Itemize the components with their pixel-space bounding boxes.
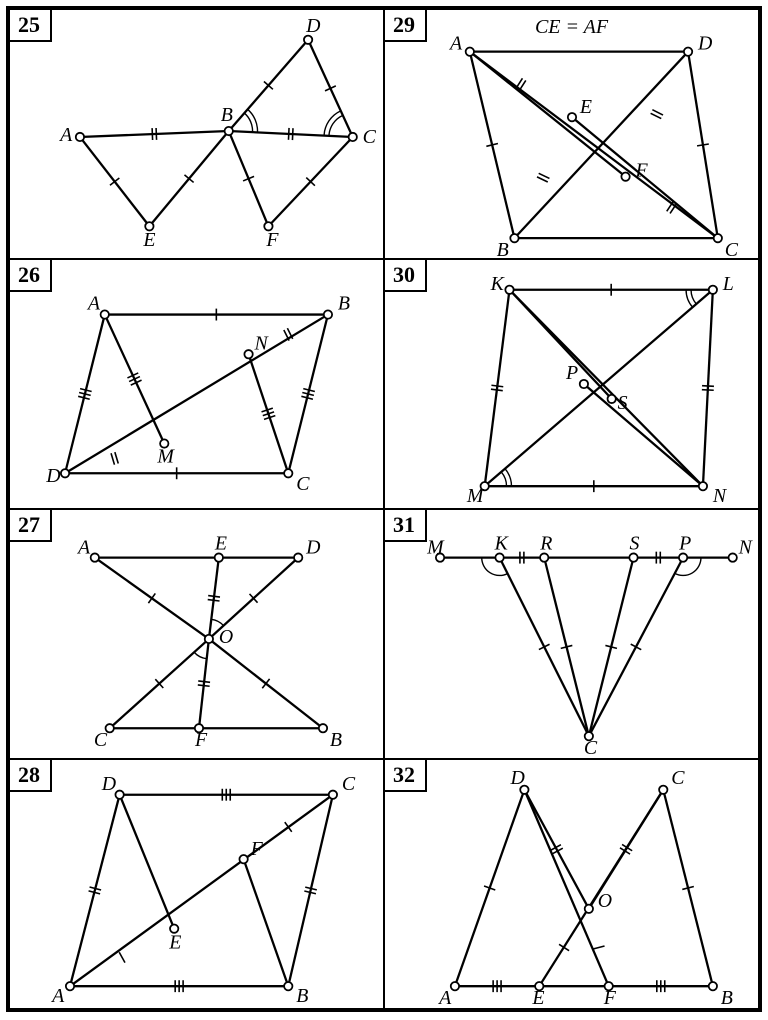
problem-number: 25: [10, 10, 52, 42]
cell-25: 25 A B C D E F: [9, 9, 384, 259]
cell-26: 26 A B D C M N: [9, 259, 384, 509]
svg-text:E: E: [214, 533, 227, 555]
problem-number: 28: [10, 760, 52, 792]
svg-text:F: F: [603, 987, 617, 1008]
cell-27: 27 A E D C F B O: [9, 509, 384, 759]
svg-text:R: R: [539, 533, 552, 555]
svg-text:E: E: [168, 931, 181, 953]
problem-number: 29: [385, 10, 427, 42]
svg-text:A: A: [437, 987, 452, 1008]
cell-29: 29 CE = AF A D B C E F: [384, 9, 759, 259]
cell-30: 30 K L M N P S: [384, 259, 759, 509]
problem-number: 31: [385, 510, 427, 542]
cell-28: 28 D C A B E F: [9, 759, 384, 1009]
svg-text:E: E: [142, 229, 155, 251]
problem-number: 30: [385, 260, 427, 292]
svg-text:C: C: [671, 767, 685, 789]
svg-text:B: B: [221, 104, 233, 126]
svg-text:S: S: [630, 533, 640, 555]
svg-text:C: C: [584, 737, 598, 758]
svg-text:F: F: [634, 160, 648, 182]
figure-31: M K R S P N C: [385, 510, 758, 758]
svg-text:L: L: [722, 273, 734, 295]
svg-text:O: O: [219, 626, 233, 648]
svg-text:B: B: [330, 729, 342, 751]
svg-text:F: F: [265, 229, 279, 251]
svg-text:D: D: [101, 773, 117, 795]
svg-text:N: N: [712, 485, 728, 507]
svg-text:A: A: [50, 985, 65, 1007]
svg-text:N: N: [738, 537, 754, 559]
svg-text:E: E: [531, 987, 544, 1008]
figure-28: D C A B E F: [10, 760, 383, 1008]
svg-text:C: C: [342, 773, 356, 795]
svg-text:F: F: [250, 838, 264, 860]
problem-number: 27: [10, 510, 52, 542]
svg-text:D: D: [509, 767, 525, 789]
svg-text:D: D: [45, 465, 61, 487]
cell-31: 31 M K R S P N C: [384, 509, 759, 759]
svg-text:A: A: [76, 537, 91, 559]
svg-text:N: N: [254, 332, 270, 354]
svg-text:C: C: [296, 473, 310, 495]
problem-number: 32: [385, 760, 427, 792]
svg-text:C: C: [363, 126, 377, 148]
svg-text:K: K: [494, 533, 510, 555]
figure-27: A E D C F B O: [10, 510, 383, 758]
svg-text:A: A: [448, 33, 463, 55]
cell-32: 32 D C A E F B O: [384, 759, 759, 1009]
figure-26: A B D C M N: [10, 260, 383, 508]
svg-text:F: F: [194, 729, 208, 751]
figure-30: K L M N P S: [385, 260, 758, 508]
svg-text:D: D: [305, 537, 321, 559]
svg-text:B: B: [296, 985, 308, 1007]
svg-text:C: C: [94, 729, 108, 751]
svg-text:K: K: [490, 273, 506, 295]
svg-text:M: M: [426, 537, 445, 559]
figure-29: A D B C E F: [385, 10, 758, 258]
figure-32: D C A E F B O: [385, 760, 758, 1008]
svg-text:D: D: [697, 33, 713, 55]
svg-text:B: B: [497, 239, 509, 258]
svg-text:M: M: [466, 485, 485, 507]
svg-text:S: S: [618, 392, 628, 414]
svg-text:P: P: [678, 533, 691, 555]
svg-text:A: A: [86, 293, 101, 315]
problem-note: CE = AF: [535, 16, 608, 39]
svg-text:B: B: [338, 293, 350, 315]
svg-text:A: A: [58, 124, 73, 146]
problem-number: 26: [10, 260, 52, 292]
svg-text:C: C: [725, 239, 739, 258]
svg-text:O: O: [598, 890, 612, 912]
svg-text:M: M: [156, 445, 175, 467]
figure-25: A B C D E F: [10, 10, 383, 258]
svg-text:D: D: [305, 15, 321, 37]
svg-text:B: B: [721, 987, 733, 1008]
svg-text:P: P: [565, 362, 578, 384]
svg-text:E: E: [579, 96, 592, 118]
problem-grid: 25 ABCDEF 29 CE = AF ADBCEF 26 ABDCMN 30…: [6, 6, 762, 1012]
